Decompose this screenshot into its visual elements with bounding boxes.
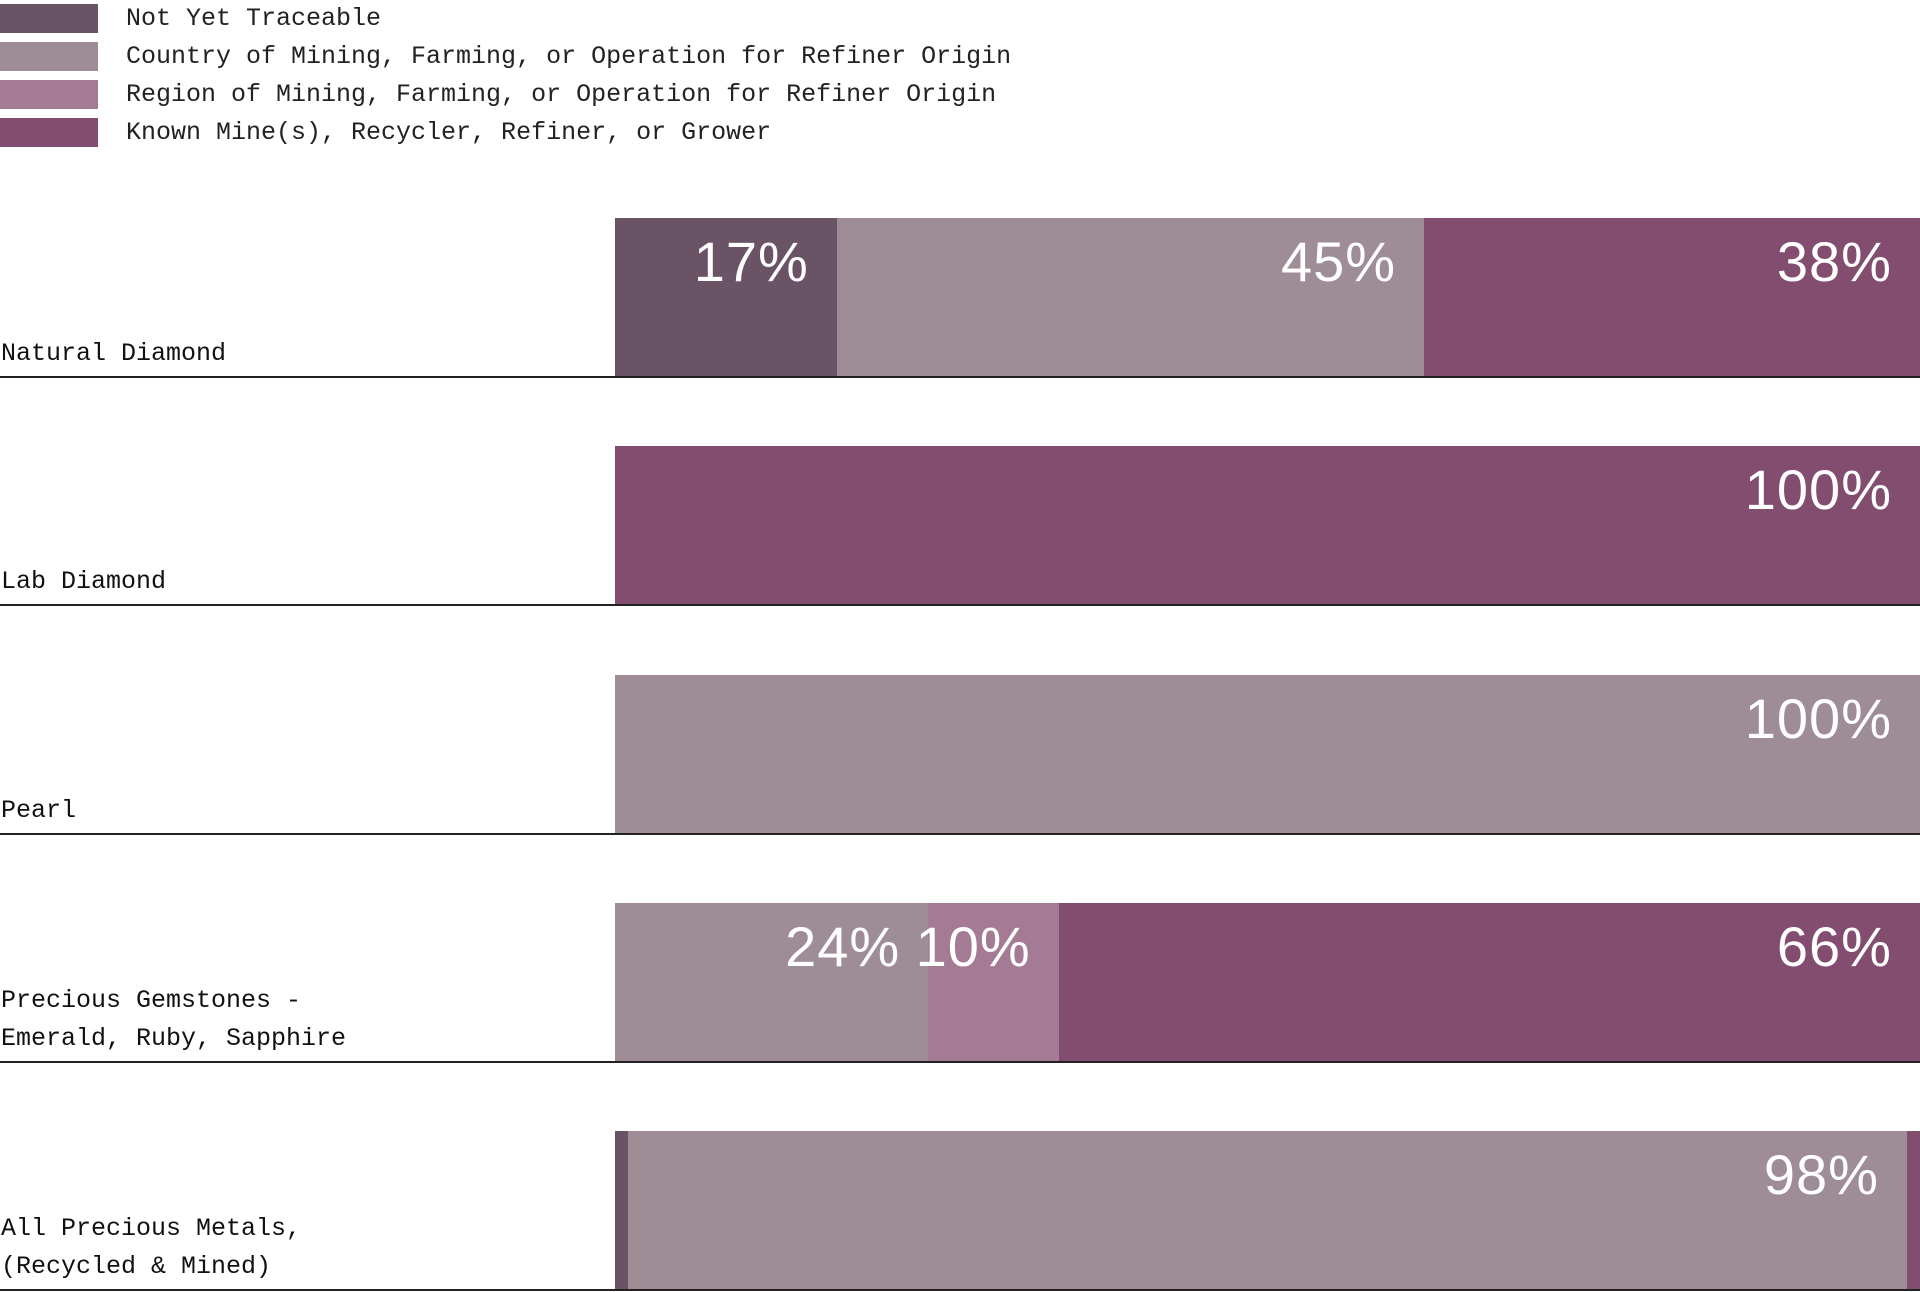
legend-swatch	[0, 118, 98, 147]
value-label: 98%	[1763, 1143, 1879, 1207]
baseline-rule	[0, 376, 1920, 378]
legend-label: Not Yet Traceable	[126, 4, 382, 33]
bar-segment: 38%	[1424, 218, 1920, 377]
value-label: 17%	[693, 230, 809, 293]
legend-swatch	[0, 42, 98, 71]
bar-segment: 100%	[615, 674, 1920, 834]
bar-segment: 10%	[916, 902, 1059, 1062]
category-label: All Precious Metals, (Recycled & Mined)	[1, 1214, 302, 1282]
bar-segment: 98%	[628, 1131, 1907, 1291]
legend-swatch	[0, 80, 98, 109]
value-label: 100%	[1744, 686, 1892, 750]
value-label: 10%	[915, 914, 1031, 978]
legend-label: Known Mine(s), Recycler, Refiner, or Gro…	[126, 118, 772, 147]
category-label: Lab Diamond	[1, 567, 167, 597]
baseline-rule	[0, 1289, 1920, 1292]
value-label: 100%	[1744, 458, 1892, 522]
value-label: 45%	[1281, 230, 1397, 293]
bar-row: 100%	[615, 446, 1920, 606]
bar-row: 24% 10% 66%	[615, 902, 1920, 1062]
bar-segment: 100%	[615, 446, 1920, 606]
bar-row: 98%	[615, 1131, 1920, 1291]
bar-row: 17% 45% 38%	[615, 218, 1920, 377]
bar-row: 100%	[615, 674, 1920, 834]
category-label: Natural Diamond	[1, 339, 227, 368]
bar-segment: 45%	[836, 218, 1425, 377]
value-label: 24%	[785, 914, 901, 978]
legend-swatch	[0, 4, 98, 33]
legend-label: Region of Mining, Farming, or Operation …	[126, 80, 997, 109]
category-label: Pearl	[1, 795, 77, 825]
baseline-rule	[0, 604, 1920, 607]
baseline-rule	[0, 832, 1920, 835]
bar-segment: 17%	[615, 218, 837, 377]
bar-segment: 24%	[615, 902, 929, 1062]
bar-segment: 66%	[1058, 902, 1920, 1062]
baseline-rule	[0, 1060, 1920, 1063]
legend-label: Country of Mining, Farming, or Operation…	[126, 42, 1012, 71]
bar-segment	[615, 1131, 629, 1291]
category-label: Precious Gemstones - Emerald, Ruby, Sapp…	[1, 985, 347, 1053]
value-label: 38%	[1776, 230, 1892, 293]
value-label: 66%	[1776, 914, 1892, 978]
bar-segment	[1906, 1131, 1920, 1291]
